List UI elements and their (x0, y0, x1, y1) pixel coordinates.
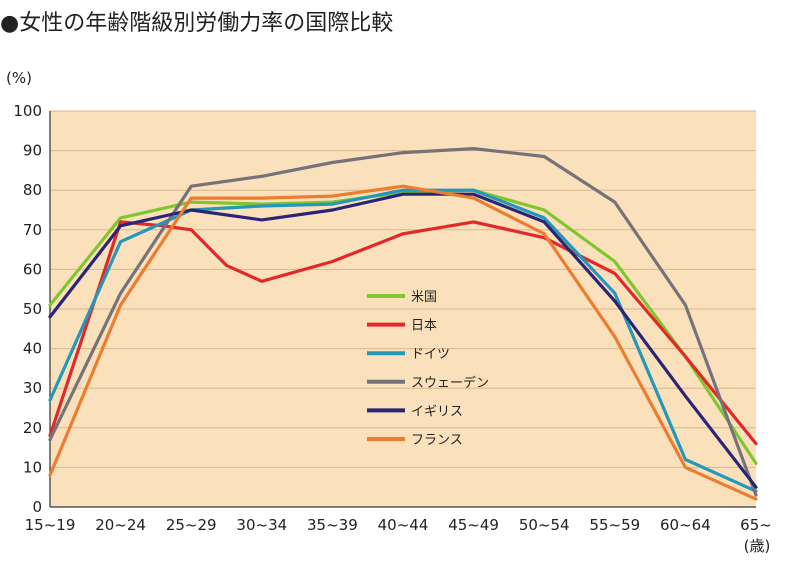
legend-label: 日本 (411, 319, 437, 334)
x-tick-label: 20~24 (95, 516, 146, 534)
x-tick-label: 15~19 (25, 516, 76, 534)
y-tick-label: 40 (23, 340, 42, 358)
legend-label: 米国 (411, 290, 437, 305)
x-tick-label: 65~ (740, 516, 772, 534)
x-tick-label: 40~44 (378, 516, 429, 534)
x-tick-label: 30~34 (236, 516, 287, 534)
x-tick-label: 60~64 (660, 516, 711, 534)
legend-label: ドイツ (411, 347, 450, 362)
legend-label: イギリス (411, 404, 463, 419)
legend-label: スウェーデン (411, 375, 489, 391)
series-line (48, 147, 758, 497)
x-tick-label: 45~49 (448, 516, 499, 534)
x-axis-unit-label: (歳) (744, 537, 771, 555)
y-tick-label: 50 (23, 300, 42, 318)
series-line (48, 184, 758, 501)
y-axis: 0 10 20 30 40 50 60 70 80 90 100 (13, 102, 756, 516)
y-tick-label: 100 (13, 102, 42, 120)
series-line (48, 220, 758, 446)
legend-label: フランス (411, 433, 463, 448)
x-tick-label: 50~54 (519, 516, 570, 534)
series-lines (48, 147, 758, 501)
y-tick-label: 20 (23, 419, 42, 437)
x-tick-label: 35~39 (307, 516, 358, 534)
y-tick-label: 90 (23, 142, 42, 160)
y-tick-label: 10 (23, 458, 42, 476)
series-line (48, 188, 758, 465)
y-tick-label: 60 (23, 260, 42, 278)
series-line (48, 192, 758, 489)
y-axis-unit-label: (%) (6, 69, 32, 87)
y-tick-label: 80 (23, 181, 42, 199)
x-axis: 15~19 20~24 25~29 30~34 35~39 40~44 45~49 50~54… (25, 506, 772, 534)
x-tick-label: 55~59 (589, 516, 640, 534)
chart-title: ●女性の年齢階級別労働力率の国際比較 (0, 11, 393, 36)
x-tick-label: 25~29 (166, 516, 217, 534)
y-tick-label: 30 (23, 379, 42, 397)
y-tick-label: 70 (23, 221, 42, 239)
y-tick-label: 0 (32, 498, 42, 516)
